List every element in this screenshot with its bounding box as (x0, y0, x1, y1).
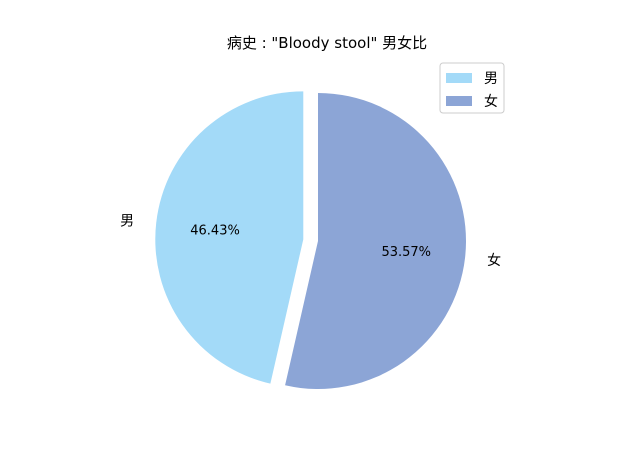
slice-percent-label-0: 46.43% (190, 223, 240, 238)
legend-label-1: 女 (484, 93, 498, 110)
pie-slice-0 (155, 91, 304, 384)
legend: 男女 (439, 62, 505, 114)
legend-swatch-1 (446, 96, 472, 106)
slice-label-1: 女 (487, 252, 501, 269)
pie-labels: 男 46.43% 女 53.57% (120, 213, 501, 269)
legend-label-0: 男 (484, 71, 498, 87)
pie-slices (155, 91, 466, 389)
legend-swatch-0 (446, 73, 472, 83)
chart-title: 病史 : "Bloody stool" 男女比 (227, 34, 427, 52)
pie-slice-1 (285, 93, 466, 389)
slice-label-0: 男 (120, 213, 134, 229)
slice-percent-label-1: 53.57% (381, 245, 431, 260)
